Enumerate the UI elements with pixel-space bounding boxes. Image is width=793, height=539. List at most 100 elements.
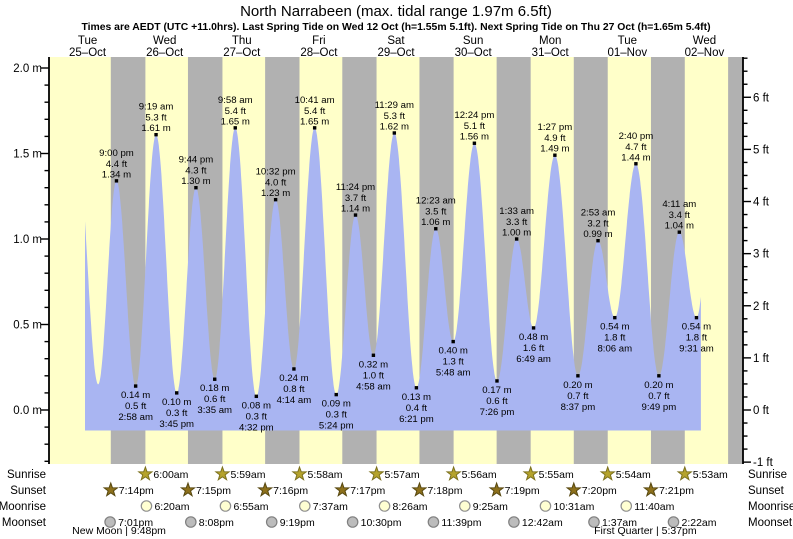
tide-extreme-dot: [154, 132, 158, 137]
low-tide-meters: 0.24 m: [279, 373, 308, 384]
high-tide-feet: 4.9 ft: [544, 133, 566, 144]
tide-extreme-dot: [514, 237, 519, 241]
low-tide-meters: 0.20 m: [563, 380, 592, 391]
high-tide-feet: 3.3 ft: [506, 217, 528, 228]
high-tide-meters: 1.30 m: [181, 176, 210, 187]
moonrise-time: 6:20am: [154, 501, 189, 513]
day-labels-layer: Tue25–OctWed26–OctThu27–OctFri28–OctSat2…: [69, 35, 724, 59]
high-tide-meters: 1.61 m: [141, 123, 170, 134]
high-tide-feet: 4.4 ft: [106, 159, 128, 170]
y-axis-left-label: 1.0 m: [13, 234, 42, 246]
tide-curve-area: [85, 127, 701, 431]
tide-extreme-dot: [233, 126, 237, 130]
sunset-time: 7:19pm: [505, 485, 540, 497]
moonrise-icon: [140, 500, 153, 512]
y-axis-left-label: 0.0 m: [13, 405, 42, 417]
high-tide-time: 12:23 am: [416, 196, 456, 207]
moon-phase-label: First Quarter | 5:37pm: [594, 525, 697, 537]
low-tide-meters: 0.13 m: [402, 392, 431, 403]
y-axis-right-label: 1 ft: [753, 353, 770, 365]
sunset-time: 7:18pm: [427, 485, 462, 497]
low-tide-time: 7:26 pm: [480, 407, 515, 418]
sunset-time: 7:17pm: [350, 485, 385, 497]
tide-extreme-dot: [634, 162, 638, 166]
high-tide-time: 10:41 am: [295, 95, 335, 106]
low-tide-feet: 0.6 ft: [486, 396, 508, 407]
high-tide-feet: 3.5 ft: [425, 207, 447, 218]
moonset-icon: [667, 516, 680, 528]
day-label-dow: Thu: [232, 35, 252, 47]
high-tide-time: 9:58 am: [218, 95, 253, 106]
high-tide-time: 11:29 am: [375, 100, 414, 111]
chart-subtitle: Times are AEDT (UTC +11.0hrs). Last Spri…: [81, 22, 710, 33]
high-tide-time: 12:24 pm: [454, 110, 494, 121]
high-tide-time: 10:32 pm: [256, 167, 296, 178]
sunrise-star-icon: [522, 465, 539, 481]
axes-layer: 2.0 m 1.5 m 1.0 m 0.5 m 0.0 m 6 ft 5 ft 4 ft 3 f…: [13, 57, 774, 469]
tide-extreme-dot: [451, 339, 455, 344]
moonrise-icon: [219, 500, 232, 512]
high-tide-feet: 3.7 ft: [345, 193, 367, 204]
tide-extreme-dot: [114, 179, 119, 183]
low-tide-time: 9:49 pm: [642, 402, 677, 413]
high-tide-meters: 1.65 m: [221, 116, 250, 127]
high-tide-meters: 1.06 m: [421, 217, 450, 228]
tide-area-layer: [85, 127, 701, 431]
night-band: [728, 57, 743, 464]
high-tide-meters: 1.00 m: [502, 228, 531, 239]
tide-extreme-dot: [657, 374, 661, 378]
high-tide-feet: 4.7 ft: [625, 142, 647, 153]
y-axis-left-label: 0.5 m: [13, 320, 42, 332]
sunset-time: 7:20pm: [582, 485, 617, 497]
sunset-time: 7:14pm: [119, 485, 154, 497]
tide-extreme-dot: [434, 227, 438, 231]
moonrise-time: 9:25am: [473, 501, 508, 513]
low-tide-feet: 1.6 ft: [523, 343, 545, 354]
sunrise-star-icon: [676, 465, 693, 481]
sunrise-time: 5:56am: [462, 469, 497, 481]
day-label-date: 26–Oct: [146, 47, 184, 59]
low-tide-time: 8:37 pm: [561, 402, 596, 413]
tide-extreme-dot: [576, 374, 580, 378]
low-tide-time: 4:14 am: [277, 395, 312, 406]
y-axis-right-label: 0 ft: [753, 405, 770, 417]
day-label-dow: Tue: [618, 35, 637, 47]
day-label-dow: Wed: [693, 35, 716, 47]
tide-extreme-dot: [553, 153, 557, 157]
sunrise-time: 5:57am: [385, 469, 420, 481]
sunset-star-icon: [642, 481, 660, 497]
high-tide-meters: 1.56 m: [460, 132, 489, 143]
high-tide-meters: 1.44 m: [621, 152, 650, 163]
moonrise-icon: [299, 500, 311, 512]
tide-extreme-dot: [495, 379, 499, 383]
day-label-date: 31–Oct: [532, 47, 570, 59]
moonrise-time: 8:26am: [393, 501, 428, 513]
y-axis-left-label: 1.5 m: [13, 149, 42, 161]
astro-row-label-right: Moonset: [748, 517, 793, 529]
low-tide-meters: 0.20 m: [644, 380, 673, 391]
tide-extreme-dot: [353, 213, 358, 217]
moonrise-icon: [539, 500, 552, 512]
day-label-date: 02–Nov: [685, 47, 725, 59]
high-tide-feet: 4.0 ft: [265, 178, 287, 189]
tide-extreme-dot: [273, 197, 278, 202]
high-tide-feet: 5.3 ft: [384, 111, 406, 122]
tide-extreme-dot: [472, 141, 477, 145]
tide-extreme-dot: [392, 131, 397, 135]
low-tide-feet: 0.3 ft: [166, 408, 188, 419]
high-tide-meters: 1.14 m: [341, 204, 370, 215]
tide-extreme-dot: [694, 315, 699, 320]
tide-extreme-dot: [175, 391, 179, 395]
moonset-time: 1:37am: [602, 517, 637, 529]
low-tide-meters: 0.14 m: [121, 390, 150, 401]
low-tide-meters: 0.54 m: [600, 322, 629, 333]
y-axis-right-label: 3 ft: [753, 249, 770, 261]
day-label-dow: Sun: [463, 35, 483, 47]
astro-row-label-right: Sunset: [748, 485, 785, 497]
low-tide-meters: 0.10 m: [162, 397, 191, 408]
y-axis-left-label: 2.0 m: [13, 63, 42, 75]
high-tide-time: 9:44 pm: [179, 155, 214, 166]
tide-extreme-dot: [371, 353, 376, 357]
